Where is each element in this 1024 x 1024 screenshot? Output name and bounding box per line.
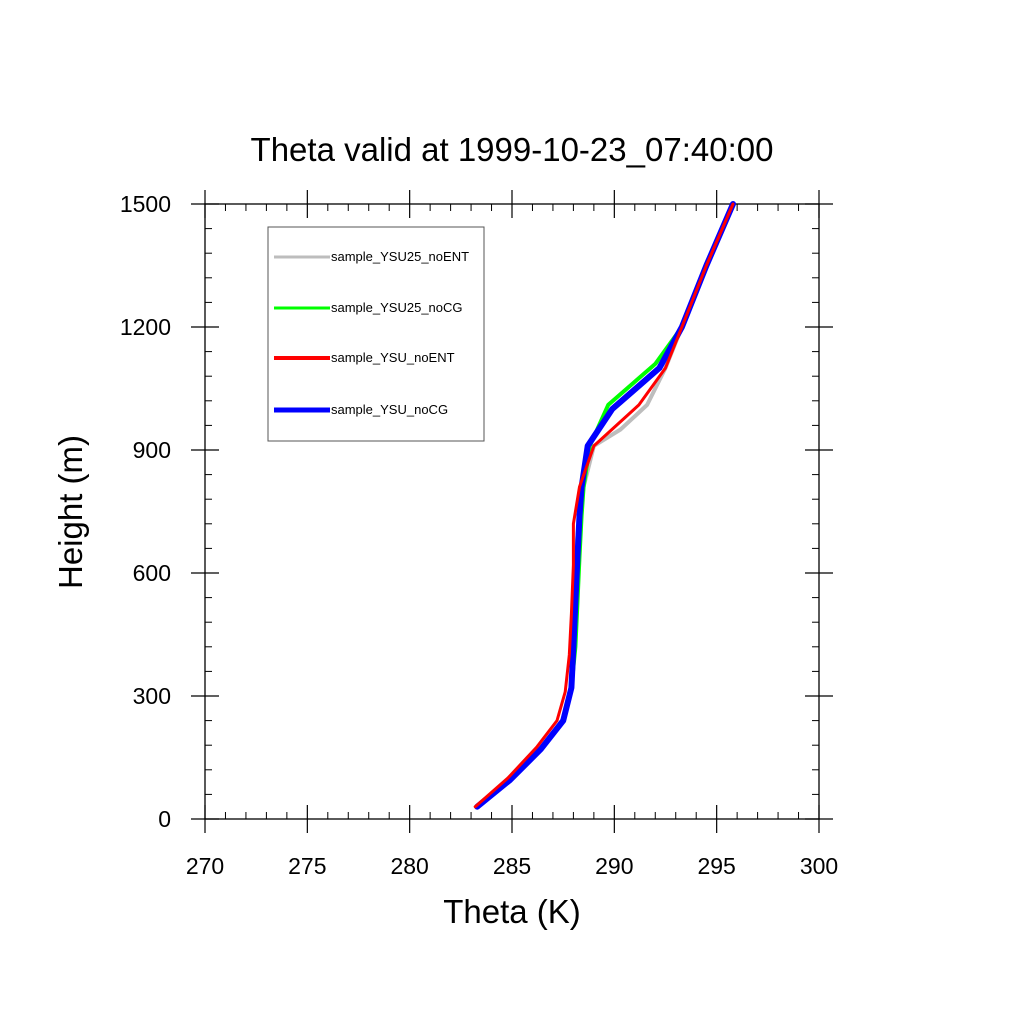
- legend-label: sample_YSU25_noCG: [331, 300, 463, 315]
- x-tick-label: 270: [186, 853, 224, 879]
- x-tick-labels: 270 275 280 285 290 295 300: [186, 853, 838, 879]
- legend: sample_YSU25_noENT sample_YSU25_noCGsampl…: [267, 226, 485, 442]
- y-tick-label: 600: [133, 560, 171, 586]
- major-ticks: [191, 190, 833, 833]
- y-tick-label: 0: [158, 806, 171, 832]
- minor-ticks: [205, 204, 819, 819]
- x-tick-label: 275: [288, 853, 326, 879]
- legend-item: sample_YSU_noCG: [274, 402, 448, 417]
- y-tick-label: 900: [133, 437, 171, 463]
- x-tick-label: 290: [595, 853, 633, 879]
- y-tick-label: 1500: [120, 191, 171, 217]
- legend-item: sample_YSU_noENT: [274, 350, 455, 365]
- legend-label: sample_YSU_noENT: [331, 350, 455, 365]
- legend-item: sample_YSU25_noENT: [274, 249, 469, 264]
- legend-item: sample_YSU25_noCG: [274, 300, 463, 315]
- legend-label: sample_YSU25_noENT: [331, 249, 469, 264]
- x-tick-label: 285: [493, 853, 531, 879]
- legend-label: sample_YSU_noCG: [331, 402, 448, 417]
- chart-title: Theta valid at 1999-10-23_07:40:00: [251, 131, 774, 168]
- y-tick-label: 300: [133, 683, 171, 709]
- x-tick-label: 280: [390, 853, 428, 879]
- series-lines: [473, 201, 736, 810]
- series-line: [473, 202, 735, 809]
- y-tick-label: 1200: [120, 314, 171, 340]
- legend-box: [267, 226, 485, 442]
- x-axis-label: Theta (K): [443, 893, 581, 930]
- y-axis-label: Height (m): [52, 435, 89, 589]
- series-line: [474, 201, 736, 810]
- x-tick-label: 300: [800, 853, 838, 879]
- legend-items: sample_YSU25_noENT sample_YSU25_noCGsampl…: [274, 249, 469, 417]
- y-tick-labels: 0 300 600 900 1200 1500: [120, 191, 171, 832]
- x-tick-label: 295: [697, 853, 735, 879]
